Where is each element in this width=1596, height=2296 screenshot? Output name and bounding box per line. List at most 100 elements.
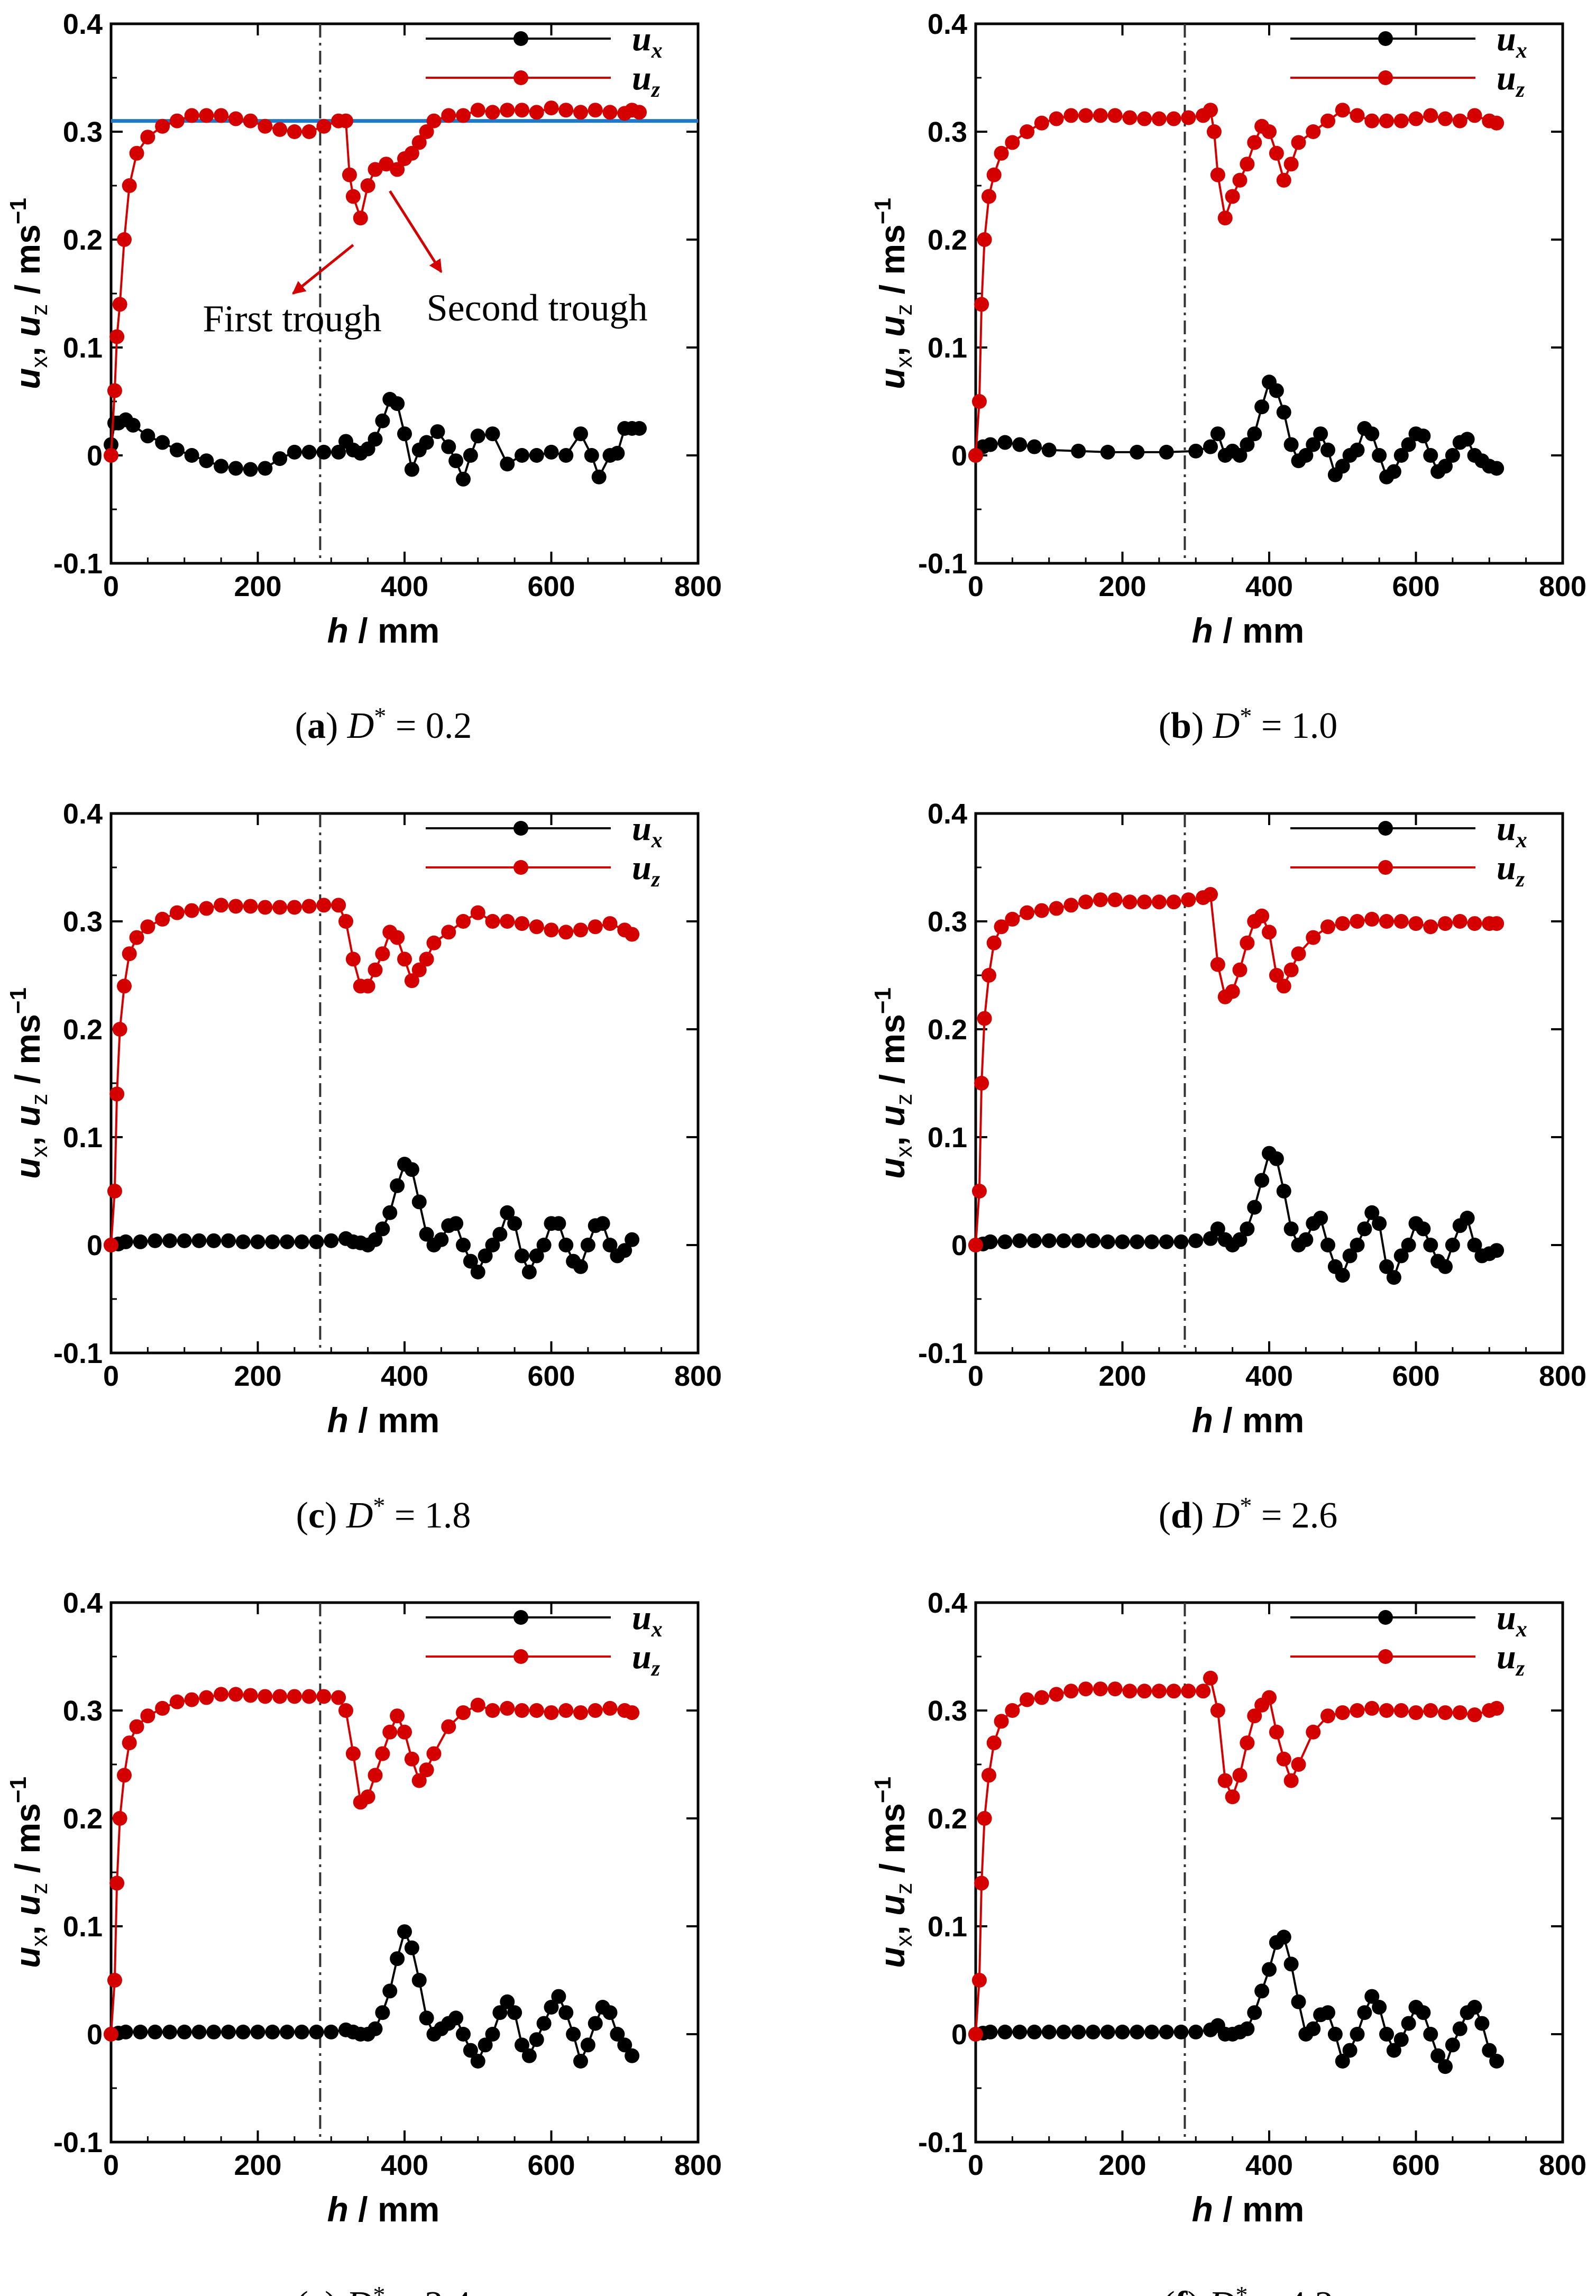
caption-var: D <box>1208 2284 1236 2296</box>
data-point-uz <box>1393 1703 1409 1718</box>
data-point-uz <box>1078 894 1094 910</box>
data-point-ux <box>448 453 464 469</box>
data-point-ux <box>235 2024 251 2039</box>
x-tick-label: 200 <box>1098 2149 1146 2181</box>
data-point-uz <box>1269 1724 1284 1740</box>
data-point-ux <box>221 1233 236 1248</box>
legend-label-uz: uz <box>632 848 661 892</box>
data-point-uz <box>974 1876 989 1891</box>
data-point-uz <box>411 962 427 977</box>
data-point-uz <box>1063 898 1079 913</box>
data-point-ux <box>1262 1962 1277 1977</box>
data-point-ux <box>470 2054 485 2069</box>
data-point-ux <box>1115 2024 1130 2039</box>
data-point-ux <box>1173 2024 1189 2039</box>
data-point-uz <box>1283 1773 1299 1788</box>
data-point-uz <box>375 946 390 962</box>
data-point-uz <box>368 1768 383 1783</box>
data-point-uz <box>1240 1735 1255 1751</box>
data-point-uz <box>1122 894 1138 910</box>
data-point-uz <box>1393 914 1409 929</box>
data-point-ux <box>1276 405 1291 420</box>
y-tick-label: 0 <box>951 1230 967 1261</box>
legend-sub-ux: x <box>1516 1617 1527 1642</box>
data-point-uz <box>1203 887 1218 902</box>
data-point-ux <box>1313 1211 1328 1225</box>
data-point-ux <box>375 2005 390 2020</box>
data-point-ux <box>206 2024 222 2039</box>
data-point-ux <box>997 2024 1013 2039</box>
y-axis-sep: , <box>8 1127 47 1146</box>
data-point-ux <box>536 2016 552 2031</box>
data-point-uz <box>1291 946 1306 962</box>
data-point-ux <box>470 428 485 444</box>
data-point-ux <box>1041 442 1057 458</box>
data-point-uz <box>122 1735 137 1751</box>
data-point-ux <box>485 426 500 442</box>
data-point-uz <box>1078 1681 1094 1697</box>
caption-paren-open: ( <box>296 2284 308 2296</box>
data-point-uz <box>287 900 302 915</box>
data-point-uz <box>243 899 258 914</box>
legend-var-ux: u <box>632 20 652 58</box>
y-tick-label: -0.1 <box>918 1338 967 1369</box>
data-point-uz <box>104 2027 118 2042</box>
data-point-uz <box>1210 957 1225 972</box>
data-point-uz <box>1283 962 1299 977</box>
data-point-uz <box>971 394 987 409</box>
y-axis-unit: / ms <box>873 224 912 304</box>
y-axis-sep: , <box>8 337 47 356</box>
data-point-uz <box>981 189 996 204</box>
legend-label-ux: ux <box>1497 809 1527 853</box>
data-point-uz <box>544 100 559 116</box>
data-point-uz <box>419 952 434 967</box>
y-tick-label: 0.3 <box>928 906 967 938</box>
data-point-ux <box>294 2024 309 2039</box>
data-point-uz <box>287 1689 302 1704</box>
data-point-ux <box>1320 2005 1335 2020</box>
x-tick-label: 400 <box>381 1360 428 1392</box>
data-point-uz <box>1467 1707 1482 1723</box>
data-point-ux <box>573 1259 588 1274</box>
data-point-uz <box>109 1086 125 1102</box>
data-point-uz <box>1467 916 1482 931</box>
data-point-ux <box>1372 1216 1387 1231</box>
caption-paren-open: ( <box>1163 2284 1175 2296</box>
data-point-uz <box>104 448 118 463</box>
data-point-ux <box>1130 444 1145 460</box>
y-axis-exp: −1 <box>5 987 31 1014</box>
caption-value: = 4.2 <box>1248 2284 1334 2296</box>
y-tick-label: 0.2 <box>928 1014 967 1046</box>
data-point-uz <box>1306 930 1321 945</box>
data-point-ux <box>617 2037 632 2053</box>
data-point-uz <box>397 1724 412 1740</box>
x-tick-label: 400 <box>381 2149 428 2181</box>
y-axis-var1: u <box>8 1947 47 1968</box>
y-tick-label: 0.1 <box>928 332 967 364</box>
x-tick-label: 400 <box>1245 571 1293 602</box>
y-axis-var2: u <box>873 1105 912 1127</box>
caption-star: * <box>374 702 386 729</box>
data-point-ux <box>1393 448 1409 463</box>
data-point-uz <box>1034 1690 1049 1705</box>
data-point-ux <box>521 2048 537 2063</box>
data-point-ux <box>1350 1238 1365 1252</box>
data-point-ux <box>997 1234 1013 1249</box>
x-tick-label: 200 <box>234 1360 281 1392</box>
data-point-uz <box>382 1724 398 1740</box>
data-point-ux <box>382 1205 398 1220</box>
data-point-uz <box>1379 113 1394 129</box>
x-axis-label: h / mm <box>1192 611 1305 650</box>
data-point-ux <box>566 2027 581 2042</box>
data-point-uz <box>1364 1700 1380 1716</box>
y-tick-label: 0.1 <box>928 1122 967 1154</box>
data-point-uz <box>1181 110 1196 125</box>
data-point-ux <box>177 2024 192 2039</box>
data-point-ux <box>133 2024 148 2039</box>
legend-sub-uz: z <box>1515 1657 1525 1681</box>
data-point-ux <box>404 1162 419 1177</box>
data-point-ux <box>529 2032 544 2047</box>
data-point-ux <box>558 1238 574 1252</box>
data-point-uz <box>1137 111 1152 126</box>
data-point-uz <box>404 1751 419 1767</box>
